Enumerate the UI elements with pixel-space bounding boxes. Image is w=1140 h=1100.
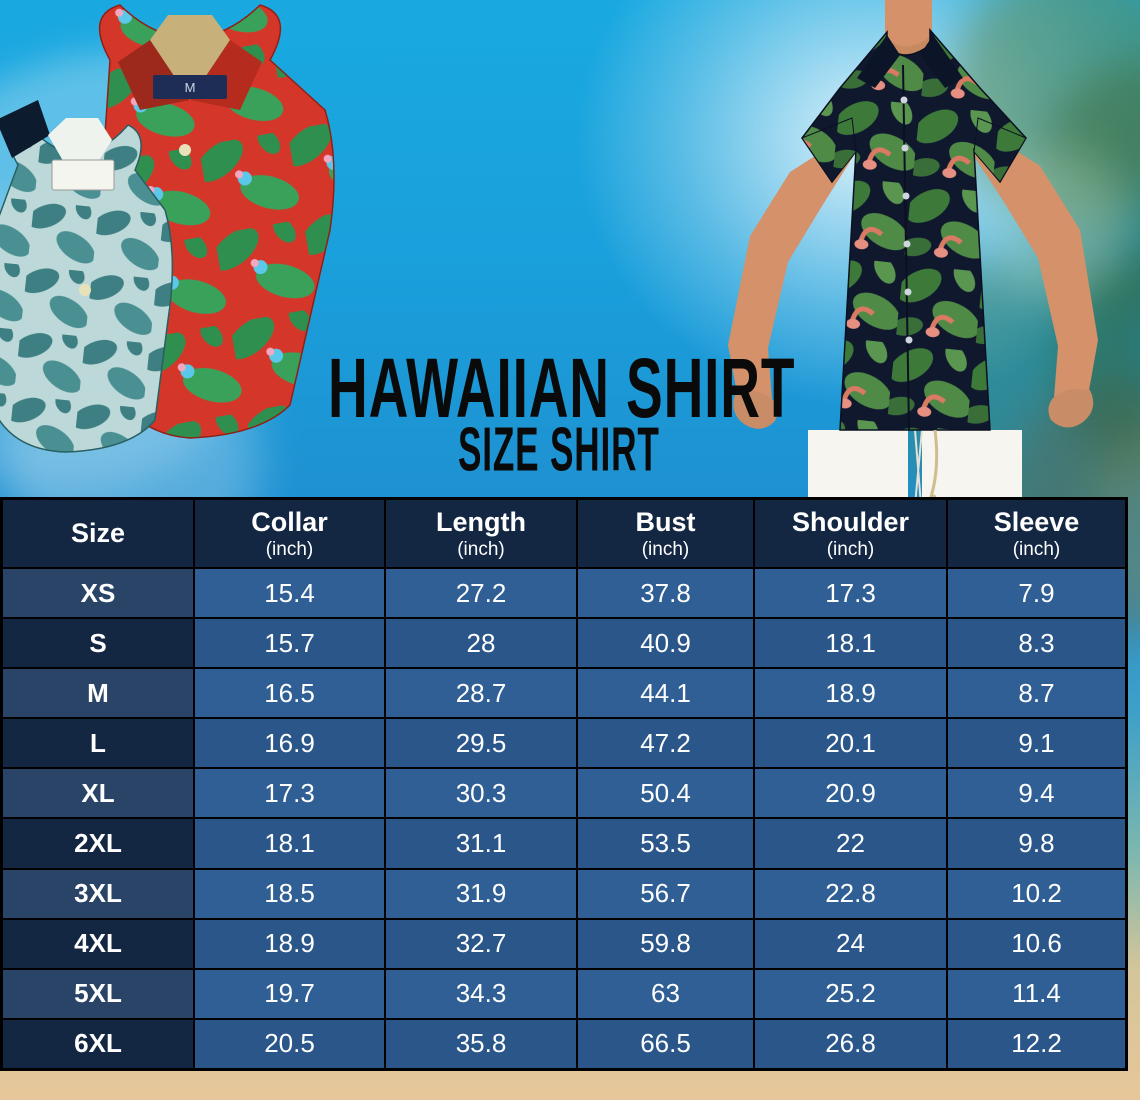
svg-text:M: M bbox=[185, 80, 196, 95]
